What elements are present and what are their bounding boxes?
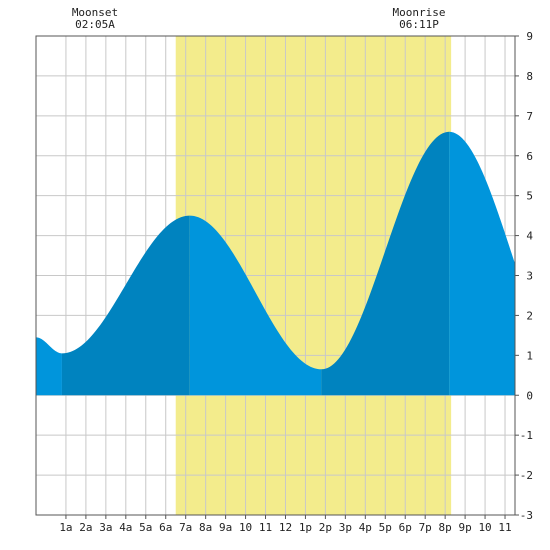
x-tick-label: 10 [478, 521, 491, 534]
x-tick-label: 7p [419, 521, 432, 534]
x-tick-label: 12 [279, 521, 292, 534]
x-tick-label: 9a [219, 521, 232, 534]
y-tick-label: -3 [520, 509, 533, 522]
x-tick-label: 4p [359, 521, 372, 534]
x-tick-label: 1p [299, 521, 312, 534]
rising-tide-segment [321, 131, 450, 396]
x-tick-label: 10 [239, 521, 252, 534]
x-tick-label: 8a [199, 521, 212, 534]
x-tick-label: 2p [319, 521, 332, 534]
x-tick-label: 11 [259, 521, 272, 534]
y-tick-label: 8 [526, 70, 533, 83]
x-tick-label: 3a [99, 521, 112, 534]
x-tick-label: 7a [179, 521, 192, 534]
y-tick-label: 3 [526, 270, 533, 283]
x-tick-label: 2a [79, 521, 92, 534]
moonrise-time: 06:11P [399, 18, 439, 31]
falling-tide-segment [449, 131, 515, 396]
x-tick-label: 9p [458, 521, 471, 534]
x-tick-label: 5a [139, 521, 152, 534]
falling-tide-segment [36, 337, 62, 396]
y-axis-ticks: 9 8 7 6 5 4 3 2 1 0 -1 -2 -3 [515, 30, 533, 522]
y-tick-label: 0 [526, 389, 533, 402]
falling-tide-segment [189, 215, 322, 396]
moonset-label: Moonset [72, 6, 118, 19]
y-tick-label: 4 [526, 230, 533, 243]
y-tick-label: 1 [526, 349, 533, 362]
y-tick-label: 2 [526, 309, 533, 322]
x-axis-ticks: 1a 2a 3a 4a 5a 6a 7a 8a 9a 10 11 12 1p 2p 3p 4p 5p 6p 7p 8p… [59, 515, 512, 534]
y-tick-label: 7 [526, 110, 533, 123]
y-tick-label: -1 [520, 429, 533, 442]
y-tick-label: 9 [526, 30, 533, 43]
y-tick-label: -2 [520, 469, 533, 482]
x-tick-label: 4a [119, 521, 132, 534]
y-tick-label: 5 [526, 190, 533, 203]
y-tick-label: 6 [526, 150, 533, 163]
moonset-time: 02:05A [75, 18, 115, 31]
x-tick-label: 3p [339, 521, 352, 534]
x-tick-label: 6p [399, 521, 412, 534]
x-tick-label: 5p [379, 521, 392, 534]
moonrise-label: Moonrise [393, 6, 446, 19]
x-tick-label: 8p [439, 521, 452, 534]
x-tick-label: 1a [59, 521, 72, 534]
tide-area [36, 131, 515, 396]
rising-tide-segment [61, 215, 190, 396]
x-tick-label: 11 [498, 521, 511, 534]
x-tick-label: 6a [159, 521, 172, 534]
